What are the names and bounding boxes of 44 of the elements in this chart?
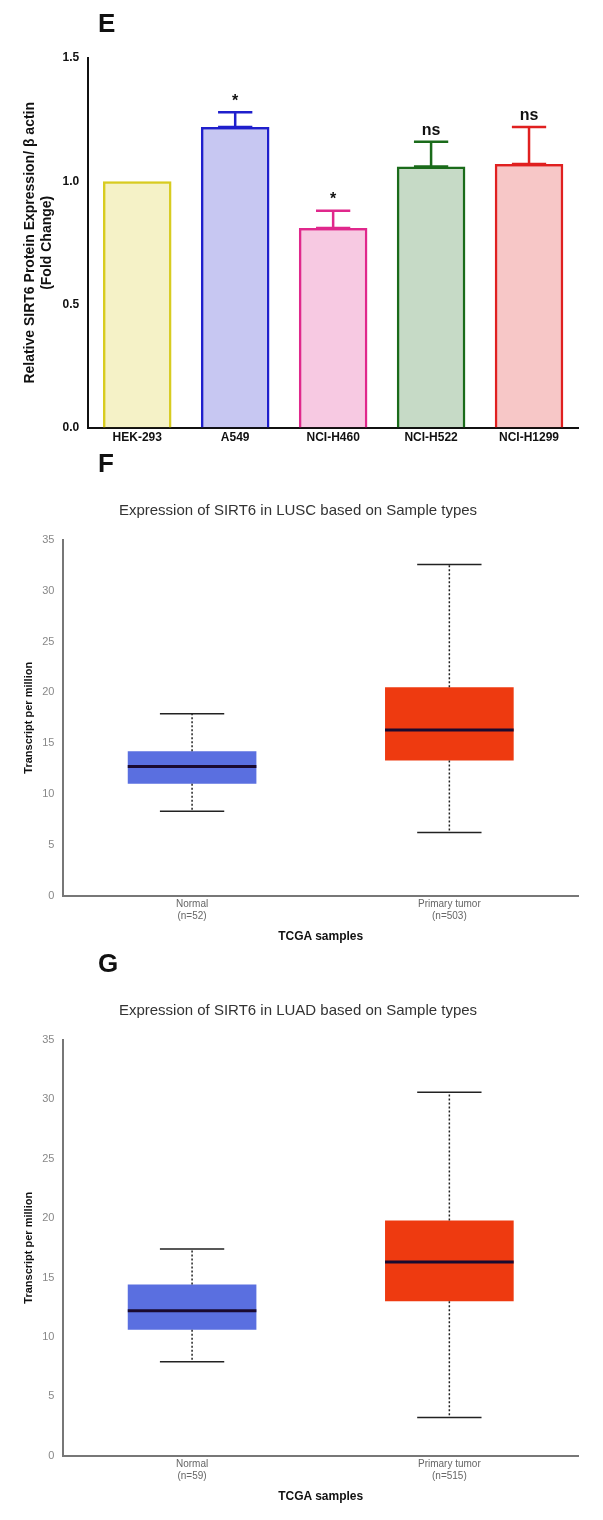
y-tick-label: 25: [42, 1151, 55, 1164]
chart-title: Expression of SIRT6 in LUAD based on Sample types: [118, 1001, 478, 1019]
y-tick-label: 35: [42, 1033, 55, 1046]
x-tick-label: A549: [220, 430, 250, 445]
y-tick-label: 20: [42, 1211, 55, 1224]
y-tick-label: 30: [42, 1092, 55, 1105]
y-tick-label: 15: [42, 1270, 55, 1283]
bar: [102, 181, 172, 428]
y-tick-label: 0: [48, 1448, 55, 1461]
y-tick-label: 0.0: [62, 419, 80, 434]
y-tick-label: 20: [42, 685, 55, 698]
annotation: *: [232, 91, 240, 109]
y-tick-label: 15: [42, 736, 55, 749]
y-tick-label: 5: [48, 1389, 55, 1402]
text: G: [98, 948, 119, 979]
y-tick-label: 30: [42, 583, 55, 596]
x-axis-title: TCGA samples: [278, 1489, 364, 1504]
y-tick-label: 10: [42, 787, 55, 800]
x-axis-title: TCGA samples: [278, 929, 364, 944]
x-tick-label: HEK-293: [112, 430, 163, 445]
y-tick-label: 0.5: [62, 296, 80, 311]
x-tick-label: NCI-H460: [306, 430, 361, 445]
y-tick-label: 35: [42, 533, 55, 546]
y-axis-title: Transcript per million: [21, 1191, 34, 1304]
x-tick-label: Normal (n=59): [175, 1458, 209, 1482]
x-tick-label: NCI-H1299: [499, 430, 560, 445]
y-axis-title: Transcript per million: [21, 661, 34, 774]
x-tick-label: Primary tumor (n=515): [417, 1458, 482, 1482]
text: E: [98, 8, 116, 39]
annotation: *: [330, 190, 338, 208]
annotation: ns: [421, 121, 441, 139]
y-tick-label: 10: [42, 1329, 55, 1342]
x-tick-label: Primary tumor (n=503): [417, 898, 482, 922]
y-tick-label: 0: [48, 888, 55, 901]
y-tick-label: 25: [42, 634, 55, 647]
y-tick-label: 1.5: [62, 50, 80, 65]
y-axis-title: Relative SIRT6 Protein Expression/ β actin (Fold Change): [21, 101, 55, 384]
chart-title: Expression of SIRT6 in LUSC based on Sample types: [118, 501, 478, 519]
annotation: ns: [519, 106, 539, 124]
x-tick-label: Normal (n=52): [175, 898, 209, 922]
y-tick-label: 5: [48, 837, 55, 850]
text: F: [98, 448, 114, 479]
x-tick-label: NCI-H522: [404, 430, 459, 445]
y-tick-label: 1.0: [62, 173, 80, 188]
